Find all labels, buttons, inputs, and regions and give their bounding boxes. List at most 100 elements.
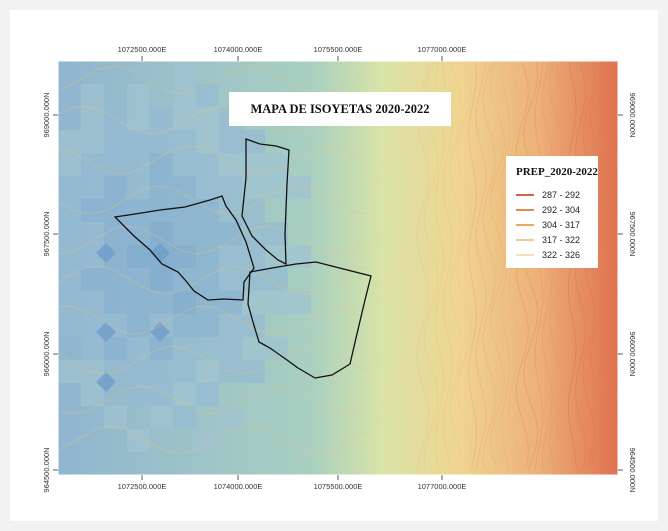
raster-cell bbox=[196, 383, 219, 406]
isohyet-line bbox=[401, 61, 411, 470]
raster-cell bbox=[127, 107, 150, 130]
isohyet-line bbox=[58, 145, 367, 174]
raster-cell bbox=[127, 222, 150, 245]
raster-cell bbox=[81, 268, 104, 291]
raster-cell bbox=[104, 176, 127, 199]
isohyet-line bbox=[58, 385, 367, 415]
isohyet-line bbox=[375, 61, 387, 470]
raster-cell bbox=[127, 429, 150, 452]
raster-cell bbox=[58, 314, 81, 337]
raster-cell bbox=[81, 130, 104, 153]
raster-cell bbox=[58, 199, 81, 222]
isohyet-line bbox=[58, 345, 367, 375]
raster-cell bbox=[104, 199, 127, 222]
raster-cell bbox=[150, 322, 170, 342]
raster-cell bbox=[127, 84, 150, 107]
raster-cell bbox=[104, 130, 127, 153]
raster-cell bbox=[127, 383, 150, 406]
study-area-polygon-north bbox=[241, 138, 290, 266]
legend-label: 322 - 326 bbox=[542, 250, 581, 260]
y-tick-left-3: 966000.000N bbox=[42, 331, 51, 376]
raster-cell bbox=[196, 268, 219, 291]
raster-cell bbox=[265, 245, 288, 268]
raster-cell bbox=[196, 245, 219, 268]
raster-cell bbox=[127, 268, 150, 291]
raster-cell bbox=[196, 429, 219, 452]
x-tick-bottom-4: 1077000.000E bbox=[418, 482, 467, 491]
raster-cell bbox=[288, 176, 311, 199]
raster-cell bbox=[150, 291, 173, 314]
raster-cell bbox=[219, 130, 242, 153]
raster-cell bbox=[173, 84, 196, 107]
raster-cell bbox=[81, 337, 104, 360]
legend-swatch bbox=[516, 209, 534, 211]
raster-cell bbox=[58, 130, 81, 153]
raster-cell bbox=[81, 383, 104, 406]
raster-cell bbox=[58, 268, 81, 291]
raster-cell bbox=[173, 360, 196, 383]
raster-cell bbox=[265, 291, 288, 314]
isohyet-line bbox=[442, 61, 453, 470]
raster-cell bbox=[104, 268, 127, 291]
legend-swatch bbox=[516, 224, 534, 226]
raster-cell bbox=[127, 199, 150, 222]
raster-cell bbox=[242, 337, 265, 360]
raster-cell bbox=[104, 337, 127, 360]
raster-cell bbox=[196, 84, 219, 107]
raster-cell bbox=[81, 222, 104, 245]
raster-cell bbox=[58, 222, 81, 245]
legend-label: 317 - 322 bbox=[542, 235, 581, 245]
isohyet-line bbox=[58, 265, 367, 295]
raster-cell bbox=[127, 245, 150, 268]
isohyet-line bbox=[416, 61, 430, 470]
raster-cell bbox=[58, 153, 81, 176]
raster-cell bbox=[219, 222, 242, 245]
raster-cell bbox=[173, 222, 196, 245]
raster-cell bbox=[81, 84, 104, 107]
y-tick-left-4: 964500.000N bbox=[42, 447, 51, 492]
raster-cell bbox=[288, 245, 311, 268]
raster-cell bbox=[127, 314, 150, 337]
isohyet-line bbox=[601, 61, 610, 470]
raster-cell bbox=[219, 314, 242, 337]
raster-cell bbox=[265, 268, 288, 291]
isohyet-line bbox=[368, 61, 378, 470]
isohyet-line bbox=[390, 61, 406, 470]
isohyet-line bbox=[409, 61, 420, 470]
y-tick-left-1: 969000.000N bbox=[42, 92, 51, 137]
isohyet-line bbox=[475, 61, 487, 470]
isohyet-line bbox=[58, 305, 367, 334]
raster-cell bbox=[104, 406, 127, 429]
isohyet-line bbox=[435, 61, 444, 470]
legend-swatch bbox=[516, 194, 534, 196]
raster-cell bbox=[173, 245, 196, 268]
raster-cell bbox=[173, 153, 196, 176]
raster-cell bbox=[173, 406, 196, 429]
raster-cell bbox=[173, 61, 196, 84]
raster-cell bbox=[150, 406, 173, 429]
isohyet-line bbox=[423, 61, 439, 470]
raster-cell bbox=[196, 176, 219, 199]
map-frame: 1072500.000E 1074000.000E 1075500.000E 1… bbox=[10, 10, 658, 521]
legend-swatch bbox=[516, 239, 534, 241]
legend: PREP_2020-2022 287 - 292 292 - 304 304 -… bbox=[506, 156, 598, 268]
raster-cell bbox=[150, 360, 173, 383]
raster-cell bbox=[58, 176, 81, 199]
isohyet-line bbox=[58, 425, 367, 455]
graticule-ticks bbox=[53, 56, 623, 480]
raster-cell bbox=[173, 176, 196, 199]
raster-cell bbox=[96, 322, 116, 342]
raster-cell bbox=[81, 176, 104, 199]
raster-cell bbox=[104, 291, 127, 314]
raster-cell bbox=[81, 153, 104, 176]
x-tick-bottom-1: 1072500.000E bbox=[118, 482, 167, 491]
raster-cell bbox=[96, 372, 116, 392]
raster-cell bbox=[242, 291, 265, 314]
study-area-polygon-east bbox=[247, 261, 372, 379]
study-area-polygon-west bbox=[113, 195, 255, 301]
raster-cell bbox=[196, 130, 219, 153]
raster-cell bbox=[81, 199, 104, 222]
raster-cell bbox=[150, 243, 170, 263]
raster-cell bbox=[242, 245, 265, 268]
raster-cell bbox=[173, 107, 196, 130]
